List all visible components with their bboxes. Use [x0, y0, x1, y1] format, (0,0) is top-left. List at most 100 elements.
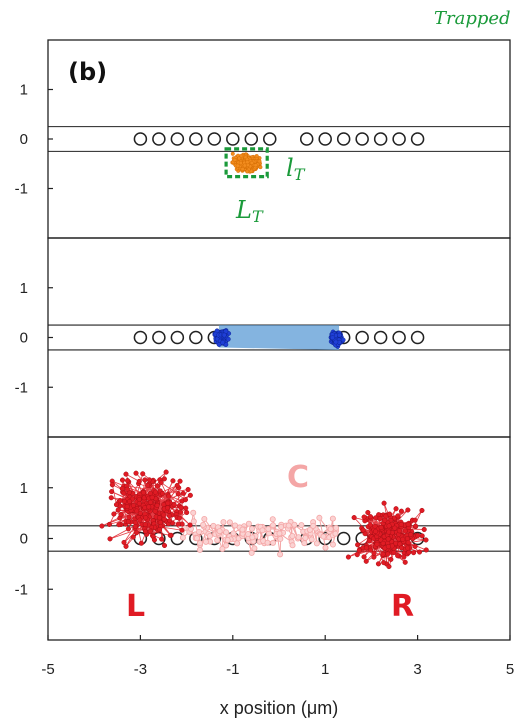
- pore-circle: [410, 330, 425, 345]
- pore-circle: [355, 132, 369, 146]
- right-point: [371, 550, 377, 556]
- pore-circle: [263, 132, 277, 146]
- right-point: [380, 540, 386, 546]
- right-point: [386, 529, 392, 535]
- left-point: [140, 471, 146, 477]
- right-point: [373, 515, 379, 521]
- right-point: [375, 561, 381, 567]
- center-point: [333, 524, 340, 531]
- center-point: [298, 522, 305, 529]
- left-point: [183, 505, 189, 511]
- center-point: [277, 535, 284, 542]
- blue-point: [225, 336, 231, 342]
- right-point: [363, 545, 369, 551]
- right-point: [392, 525, 398, 531]
- right-point: [413, 523, 419, 529]
- trap-point: [230, 151, 235, 156]
- center-point: [251, 545, 258, 552]
- left-point: [159, 536, 165, 542]
- left-region-label: L: [126, 589, 145, 624]
- right-point: [396, 528, 402, 534]
- right-point: [412, 543, 418, 549]
- right-point: [360, 527, 366, 533]
- left-point: [113, 502, 120, 508]
- left-point: [117, 498, 123, 504]
- right-point: [355, 542, 361, 548]
- left-point: [154, 502, 160, 508]
- left-point: [170, 478, 176, 484]
- right-point: [412, 517, 418, 523]
- pore-circle: [355, 330, 369, 345]
- left-point: [132, 524, 138, 530]
- right-point: [381, 500, 387, 506]
- left-point: [125, 519, 131, 525]
- center-point: [313, 540, 320, 547]
- left-point: [161, 542, 168, 549]
- y-tick-label: -1: [15, 581, 28, 598]
- left-point: [136, 500, 142, 507]
- left-point: [167, 518, 173, 524]
- right-point: [387, 511, 393, 517]
- right-point: [405, 507, 411, 513]
- center-point: [302, 534, 309, 541]
- pore-circle: [373, 132, 388, 146]
- y-tick-label: 0: [20, 531, 28, 548]
- right-point: [395, 513, 401, 519]
- y-tick-label: 1: [20, 480, 28, 497]
- left-point: [156, 515, 163, 521]
- right-point: [354, 552, 360, 558]
- center-point: [214, 537, 221, 544]
- panel-top: 1 0 -1: [15, 82, 510, 198]
- center-point: [264, 539, 271, 546]
- pore-circle: [336, 132, 351, 146]
- x-tick-label: 3: [413, 661, 421, 678]
- right-point: [423, 547, 429, 553]
- center-point: [230, 530, 237, 537]
- center-point: [223, 529, 230, 536]
- pore-circle: [189, 330, 203, 345]
- left-point: [145, 482, 151, 488]
- center-point: [306, 526, 313, 533]
- trap-point: [238, 161, 243, 166]
- left-point: [115, 507, 121, 513]
- center-point: [179, 534, 186, 541]
- center-point: [234, 540, 241, 547]
- right-point: [385, 544, 391, 550]
- left-point: [166, 513, 172, 519]
- center-point: [265, 525, 272, 532]
- right-point: [367, 522, 373, 528]
- left-point: [161, 476, 167, 482]
- right-point: [361, 554, 367, 560]
- left-point: [151, 537, 157, 543]
- center-point: [301, 540, 308, 547]
- center-point: [278, 523, 285, 530]
- center-point: [259, 527, 266, 534]
- right-point: [408, 532, 414, 538]
- left-point: [165, 500, 171, 506]
- left-point: [109, 489, 115, 495]
- pore-circle: [244, 132, 259, 146]
- right-point: [419, 507, 425, 514]
- right-point: [391, 549, 397, 555]
- trap-point: [245, 160, 250, 165]
- right-point: [361, 514, 367, 520]
- pore-circle: [318, 132, 332, 146]
- right-point: [378, 524, 384, 531]
- left-point: [175, 491, 181, 497]
- center-point: [193, 535, 200, 542]
- center-point: [220, 519, 227, 526]
- right-point: [345, 554, 351, 560]
- left-point: [138, 540, 144, 546]
- left-point: [180, 490, 186, 496]
- x-tick-label: -5: [41, 661, 54, 678]
- pore-circle: [336, 531, 351, 546]
- y-tick-label: -1: [15, 181, 28, 198]
- center-point: [310, 522, 317, 529]
- left-point: [187, 522, 193, 528]
- panel-middle: 1 0 -1: [15, 280, 510, 396]
- center-point: [245, 520, 252, 527]
- pore-circle: [392, 132, 406, 146]
- left-point: [111, 511, 117, 517]
- trap-box: [224, 147, 269, 179]
